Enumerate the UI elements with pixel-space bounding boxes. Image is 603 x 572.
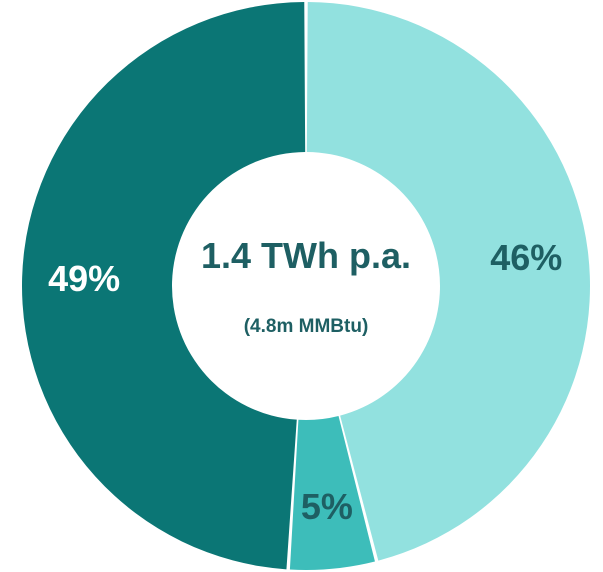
- slice-label-2: 5%: [301, 486, 353, 527]
- donut-slices: [22, 2, 591, 570]
- donut-slice-labels: 46% 5% 49%: [48, 237, 562, 527]
- slice-label-3: 49%: [48, 258, 120, 299]
- donut-slice-3: [22, 2, 306, 570]
- donut-slice-1: [306, 2, 591, 561]
- center-title: 1.4 TWh p.a.: [201, 235, 411, 276]
- slice-label-1: 46%: [490, 237, 562, 278]
- donut-slice-2: [289, 415, 375, 570]
- center-subtitle: (4.8m MMBtu): [244, 316, 369, 337]
